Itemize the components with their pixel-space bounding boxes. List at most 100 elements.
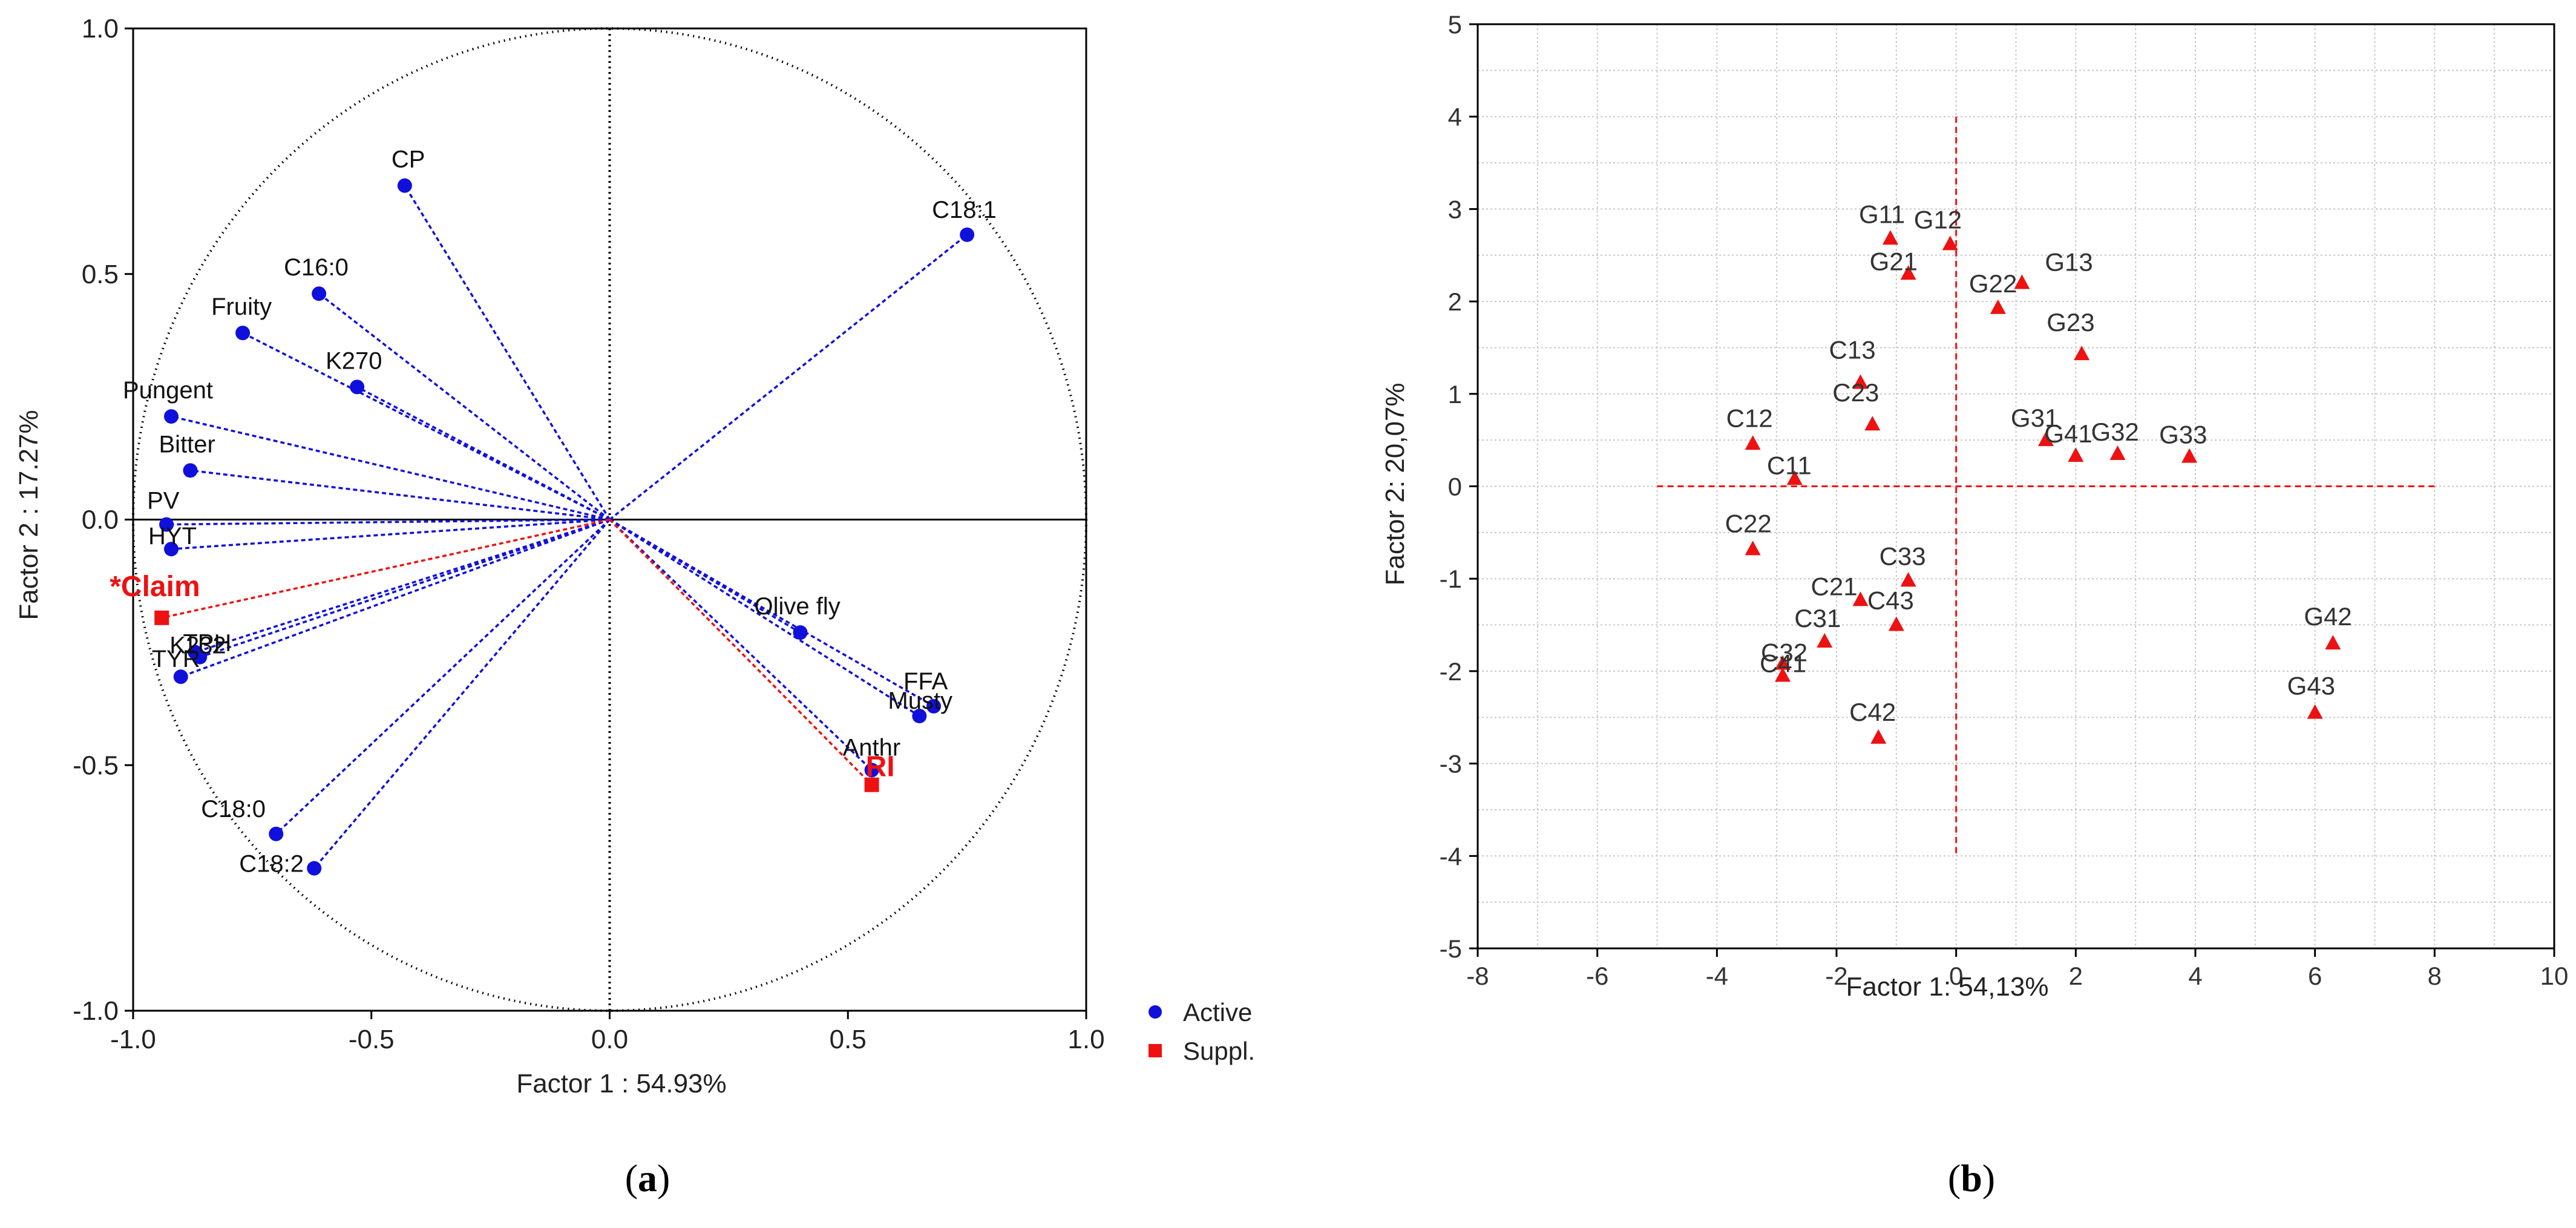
point-c22 — [1745, 540, 1761, 556]
point-g33 — [2181, 448, 2198, 463]
point-bitter — [183, 463, 198, 478]
point-label-tph: TPH — [183, 630, 231, 657]
vector-k232 — [199, 518, 611, 658]
point-g43 — [2307, 704, 2323, 719]
x-tick-label: -0.5 — [349, 1025, 395, 1054]
y-tick-label: 0.5 — [82, 260, 119, 289]
point-label-g22: G22 — [1969, 269, 2017, 298]
point-label-musty: Musty — [888, 688, 952, 714]
y-tick-label: 0.0 — [82, 505, 119, 535]
point-g32 — [2109, 445, 2126, 461]
point-label-hyt: HYT — [148, 523, 197, 550]
point-label-g12: G12 — [1914, 205, 1962, 234]
vector-cp — [404, 185, 611, 520]
point-label-c13: C13 — [1829, 335, 1876, 364]
point-g12 — [1942, 235, 1958, 251]
legend-label-active: Active — [1183, 998, 1252, 1026]
vector-anthr — [609, 519, 873, 771]
point-label-g43: G43 — [2287, 672, 2335, 700]
x-tick-label: 4 — [2188, 962, 2202, 990]
y-tick-label: -0.5 — [73, 750, 119, 780]
point-label-g13: G13 — [2045, 248, 2093, 277]
point-cp — [397, 178, 412, 193]
point-label-c22: C22 — [1725, 509, 1772, 537]
x-tick-label: -1.0 — [110, 1025, 156, 1054]
point-ri — [864, 777, 879, 792]
y-tick-label: -1 — [1440, 565, 1462, 593]
y-tick-label: 3 — [1448, 195, 1462, 223]
point-pv — [159, 517, 174, 532]
vector-c18-1 — [609, 234, 968, 520]
point-label-k232: K232 — [169, 632, 226, 659]
x-tick-label: 6 — [2308, 962, 2322, 990]
point-c13 — [1852, 374, 1869, 389]
vector-c18-2 — [313, 519, 611, 869]
point-olive-fly — [793, 625, 808, 640]
vector-pungent — [171, 415, 610, 521]
point-label-fruity: Fruity — [211, 294, 272, 320]
vector-k270 — [356, 386, 611, 521]
point-anthr — [864, 763, 879, 778]
point-label-c42: C42 — [1849, 698, 1896, 726]
y-tick-label: -5 — [1440, 934, 1462, 963]
point-c31 — [1817, 633, 1833, 648]
point-label-c41: C41 — [1760, 649, 1806, 678]
x-tick-label: 8 — [2428, 962, 2442, 990]
point-c18-0 — [269, 826, 284, 841]
vector-c18-0 — [275, 519, 611, 835]
legend-label-suppl: Suppl. — [1183, 1037, 1255, 1065]
legend-marker-active — [1149, 1005, 1162, 1019]
vector-claim — [161, 518, 610, 619]
x-axis-label: Factor 1 : 54.93% — [516, 1069, 726, 1098]
point-c41 — [1775, 667, 1791, 682]
x-axis-label: Factor 1: 54,13% — [1846, 972, 2048, 1002]
vector-hyt — [171, 518, 610, 550]
point-c11 — [1786, 470, 1803, 485]
chart-panel-a: CP C18:1 C16:0 Fruity K270 Pungent Bitter PV HYT… — [14, 14, 1255, 1200]
point-c21 — [1852, 591, 1869, 606]
point-g23 — [2074, 346, 2090, 361]
vector-bitter — [190, 469, 610, 521]
point-label-g33: G33 — [2159, 421, 2207, 449]
point-g41 — [2068, 447, 2084, 462]
vector-tyr — [180, 518, 611, 678]
point-k270 — [350, 379, 365, 395]
x-tick-label: 0.0 — [591, 1025, 628, 1054]
y-axis-label: Factor 2: 20,07% — [1380, 383, 1410, 585]
vector-musty — [609, 519, 920, 717]
vector-ri — [609, 519, 873, 786]
point-label-g31: G31 — [2011, 404, 2059, 432]
point-c42 — [1870, 729, 1887, 744]
point-label-olive-fly: Olive fly — [755, 593, 841, 620]
point-label-c18-1: C18:1 — [932, 197, 997, 223]
point-g42 — [2325, 635, 2341, 650]
point-c18-1 — [960, 227, 975, 242]
point-g31 — [2037, 432, 2054, 447]
point-label-c12: C12 — [1726, 404, 1773, 432]
point-label-g21: G21 — [1870, 247, 1918, 275]
point-label-anthr: Anthr — [843, 734, 901, 761]
point-k232 — [192, 649, 208, 665]
legend-marker-suppl — [1149, 1044, 1162, 1057]
point-label-ri: RI — [866, 751, 895, 783]
point-c16-0 — [312, 286, 327, 301]
y-tick-label: -2 — [1440, 657, 1462, 686]
point-c23 — [1864, 416, 1881, 431]
point-label-c18-0: C18:0 — [201, 796, 266, 822]
point-c32 — [1775, 655, 1791, 670]
y-tick-label: 5 — [1448, 10, 1462, 39]
point-label-g41: G41 — [2044, 419, 2092, 448]
x-tick-label: 1.0 — [1067, 1025, 1104, 1054]
point-label-c31: C31 — [1794, 604, 1841, 632]
point-label-tyr: TYR — [152, 646, 200, 672]
point-label-k270: K270 — [326, 347, 382, 374]
point-fruity — [235, 326, 251, 341]
vector-pv — [166, 518, 610, 526]
y-axis-label: Factor 2 : 17.27% — [14, 410, 44, 620]
vector-c16-0 — [318, 292, 611, 520]
point-c12 — [1745, 435, 1761, 450]
point-g22 — [1990, 299, 2006, 314]
x-tick-label: -6 — [1586, 962, 1608, 990]
point-claim — [154, 610, 169, 625]
y-tick-label: 0 — [1448, 473, 1462, 501]
